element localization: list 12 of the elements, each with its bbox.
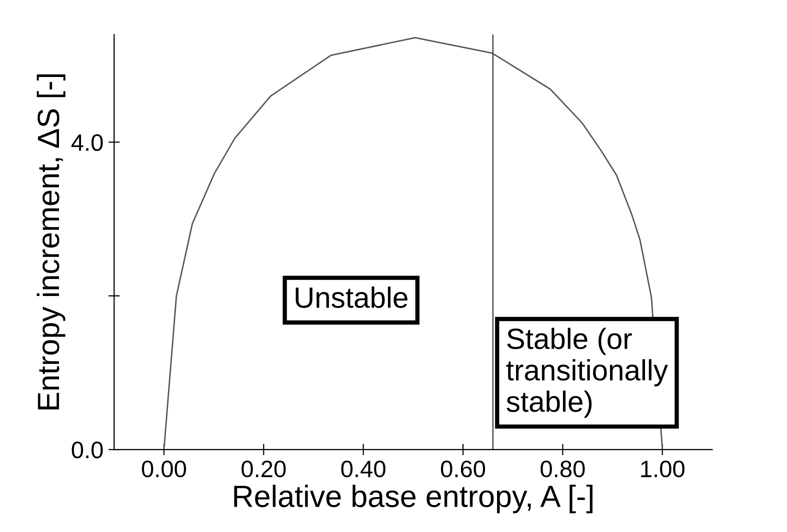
- annotation: Stable (or transitionally stable): [506, 328, 668, 418]
- x-tick-label: 0.80: [540, 460, 585, 478]
- annotation: Unstable: [296, 286, 408, 308]
- y-axis-title: Entropy increment, ΔS [-]: [36, 74, 66, 410]
- y-tick-label: 4.0: [71, 134, 103, 151]
- x-tick-label: 0.60: [440, 460, 486, 478]
- x-tick-label: 0.20: [242, 460, 286, 478]
- y-tick-label: 0.0: [72, 442, 103, 458]
- x-tick-label: 0.40: [341, 460, 386, 478]
- x-tick-label: 1.00: [641, 460, 684, 478]
- x-axis-title: Relative base entropy, A [-]: [234, 484, 592, 514]
- x-tick-label: 0.00: [142, 460, 186, 478]
